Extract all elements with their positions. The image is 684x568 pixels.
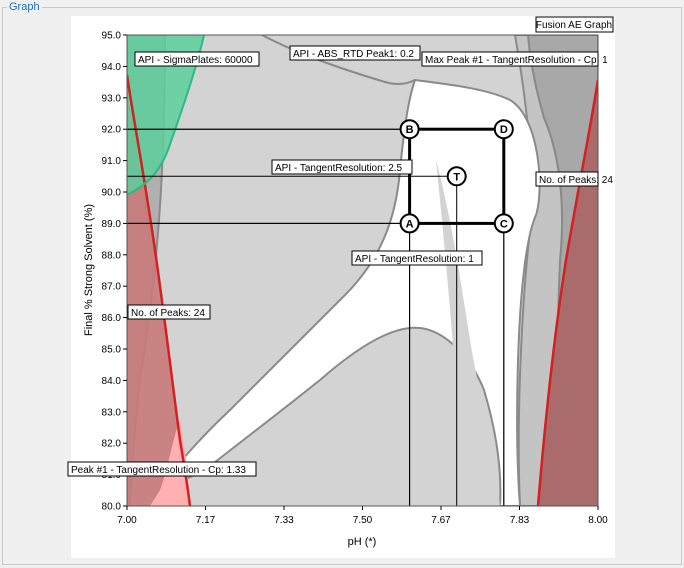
y-tick-label: 85.0 (102, 345, 122, 356)
chart-title: Fusion AE Graph (536, 20, 612, 31)
design-point-label: D (500, 124, 508, 136)
x-tick-label: 8.00 (588, 515, 608, 526)
y-tick-label: 89.0 (102, 219, 122, 230)
design-point-label: T (453, 171, 460, 183)
design-space-box (408, 127, 506, 225)
annotation-label: API - TangentResolution: 1 (351, 250, 483, 266)
y-tick-label: 80.0 (102, 502, 122, 513)
chart-title-box: Fusion AE Graph (535, 16, 614, 33)
annotation-label: Peak #1 - TangentResolution - Cp: 1.33 (67, 461, 257, 477)
y-tick-label: 91.0 (102, 156, 122, 167)
svg-text:API - ABS_RTD Peak1: 0.2: API - ABS_RTD Peak1: 0.2 (293, 49, 414, 60)
x-tick-label: 7.00 (117, 515, 137, 526)
design-point-marker (446, 166, 467, 187)
design-point-marker (493, 119, 514, 140)
contour-annotations: API - SigmaPlates: 60000 API - ABS_RTD Pe… (67, 45, 613, 477)
y-tick-label: 93.0 (102, 93, 122, 104)
y-axis-ticks: 80.081.082.083.084.085.086.087.088.089.0… (102, 31, 127, 513)
y-tick-label: 88.0 (102, 250, 122, 261)
design-point-label: A (406, 218, 414, 230)
x-tick-label: 7.33 (274, 515, 294, 526)
design-points: A B C D T (399, 119, 514, 234)
red-constraint-right (536, 79, 598, 506)
annotation-label: No. of Peaks: 24 (127, 304, 211, 320)
y-axis-label: Final % Strong Solvent (%) (83, 204, 95, 336)
svg-text:API - SigmaPlates: 60000: API - SigmaPlates: 60000 (138, 55, 253, 66)
inner-gray-region (436, 160, 500, 506)
y-tick-label: 83.0 (102, 407, 122, 418)
green-region (127, 35, 204, 195)
svg-text:Peak #1 - TangentResolution -: Peak #1 - TangentResolution - Cp: 1.33 (71, 465, 246, 476)
y-tick-label: 94.0 (102, 62, 122, 73)
y-tick-label: 82.0 (102, 439, 122, 450)
y-tick-label: 95.0 (102, 31, 122, 42)
annotation-label: API - SigmaPlates: 60000 (134, 51, 260, 67)
design-box-rect (408, 127, 506, 225)
y-tick-label: 90.0 (102, 188, 122, 199)
graph-groupbox (2, 7, 682, 565)
design-point-marker (493, 213, 514, 234)
contour-regions (127, 35, 598, 506)
annotation-label: API - TangentResolution: 2.5 (271, 159, 413, 175)
y-tick-label: 86.0 (102, 313, 122, 324)
x-tick-label: 7.83 (510, 515, 530, 526)
design-point-marker (399, 213, 420, 234)
x-tick-label: 7.50 (353, 515, 373, 526)
svg-text:Max Peak #1 - TangentResolutio: Max Peak #1 - TangentResolution - Cp: 1 (425, 55, 608, 66)
annotation-label: No. of Peaks: 24 (535, 171, 613, 187)
design-point-label: B (406, 124, 414, 136)
design-point-label: C (500, 218, 508, 230)
annotation-label: Max Peak #1 - TangentResolution - Cp: 1 (421, 51, 608, 67)
svg-text:No. of Peaks: 24: No. of Peaks: 24 (131, 308, 205, 319)
x-tick-label: 7.67 (431, 515, 451, 526)
design-point-marker (399, 119, 420, 140)
svg-text:No. of Peaks: 24: No. of Peaks: 24 (539, 175, 613, 186)
x-axis-label: pH (*) (348, 536, 377, 548)
x-axis-ticks: 7.00 7.17 7.33 7.50 7.67 7.83 8.00 (117, 506, 608, 526)
y-tick-label: 92.0 (102, 125, 122, 136)
feasible-white-region (157, 78, 541, 506)
y-tick-label: 87.0 (102, 282, 122, 293)
annotation-label: API - ABS_RTD Peak1: 0.2 (289, 45, 421, 61)
graph-group-title: Graph (7, 0, 42, 14)
svg-text:API - TangentResolution: 1: API - TangentResolution: 1 (355, 254, 474, 265)
y-tick-label: 84.0 (102, 376, 122, 387)
svg-text:API - TangentResolution: 2.5: API - TangentResolution: 2.5 (275, 163, 403, 174)
x-tick-label: 7.17 (196, 515, 216, 526)
